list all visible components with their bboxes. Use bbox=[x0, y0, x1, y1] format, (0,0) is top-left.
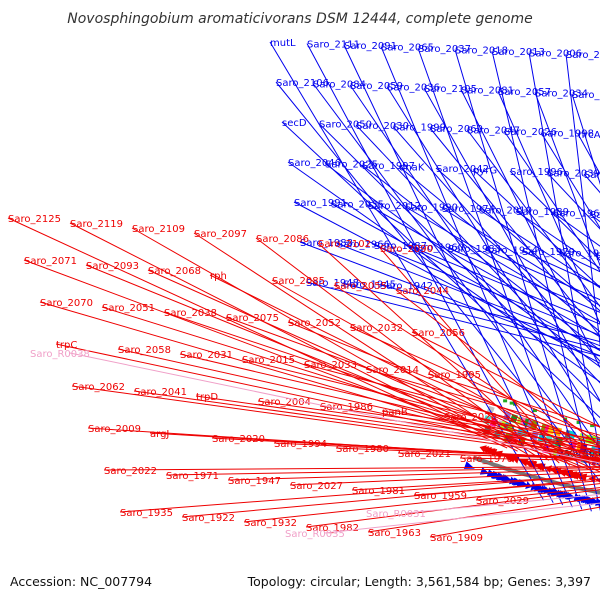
gene-label-reverse[interactable]: Saro_2021 bbox=[398, 449, 451, 460]
topology-text: Topology: circular; Length: 3,561,584 bp… bbox=[248, 574, 591, 589]
gene-label-reverse[interactable]: Saro_1922 bbox=[182, 513, 235, 524]
gene-label-forward[interactable]: secD bbox=[282, 118, 307, 129]
label-leader-line bbox=[307, 44, 553, 503]
gene-label-reverse[interactable]: Saro_2033 bbox=[304, 360, 357, 371]
gene-label-reverse[interactable]: Saro_2028 bbox=[444, 412, 497, 423]
gene-label-reverse[interactable]: trpD bbox=[196, 392, 218, 403]
gene-label-reverse[interactable]: Saro_1995 bbox=[428, 370, 481, 381]
gene-label-reverse[interactable]: Saro_2070 bbox=[40, 298, 93, 309]
gene-label-reverse[interactable]: Saro_1994 bbox=[274, 439, 327, 450]
gene-label-reverse[interactable]: Saro_2038 bbox=[164, 308, 217, 319]
gene-label-reverse[interactable]: Saro_2097 bbox=[194, 229, 247, 240]
gene-label-forward[interactable]: Saro_1951 bbox=[559, 249, 600, 260]
gene-label-reverse[interactable]: Saro_2056 bbox=[412, 328, 465, 339]
gene-label-reverse[interactable]: Saro_2041 bbox=[134, 387, 187, 398]
gene-label-reverse[interactable]: Saro_2062 bbox=[72, 382, 125, 393]
gene-label-forward[interactable]: Saro_2016 bbox=[584, 170, 600, 181]
accession-text: Accession: NC_007794 bbox=[10, 574, 152, 589]
label-leader-line bbox=[228, 459, 600, 480]
gene-label-reverse[interactable]: Saro_1980 bbox=[336, 444, 389, 455]
gene-label-reverse[interactable]: Saro_1970 bbox=[460, 454, 513, 465]
gene-label-reverse[interactable]: Saro_2055 bbox=[334, 281, 387, 292]
gene-label-reverse[interactable]: Saro_2102 bbox=[318, 239, 371, 250]
gene-label-reverse[interactable]: Saro_2015 bbox=[242, 355, 295, 366]
gene-label-reverse[interactable]: Saro_2075 bbox=[226, 313, 279, 324]
gene-label-rna[interactable]: Saro_R0031 bbox=[366, 509, 426, 520]
gene-label-forward[interactable]: Saro_2001 bbox=[566, 50, 600, 61]
gene-label-reverse[interactable]: Saro_2014 bbox=[366, 365, 419, 376]
gene-label-forward[interactable]: hrcA bbox=[578, 130, 600, 141]
gene-label-reverse[interactable]: Saro_2032 bbox=[350, 323, 403, 334]
gene-label-rna[interactable]: Saro_R0035 bbox=[285, 529, 345, 540]
gene-label-rna[interactable]: Saro_R0038 bbox=[30, 349, 90, 360]
gene-label-reverse[interactable]: Saro_2009 bbox=[88, 424, 141, 435]
gc-marker bbox=[503, 399, 507, 402]
gene-label-reverse[interactable]: Saro_2031 bbox=[180, 350, 233, 361]
gene-label-reverse[interactable]: Saro_1981 bbox=[352, 486, 405, 497]
gene-label-reverse[interactable]: Saro_2093 bbox=[86, 261, 139, 272]
gene-label-reverse[interactable]: Saro_1971 bbox=[166, 471, 219, 482]
gene-label-reverse[interactable]: Saro_2022 bbox=[104, 466, 157, 477]
gene-label-reverse[interactable]: Saro_1947 bbox=[228, 476, 281, 487]
gene-label-reverse[interactable]: Saro_2051 bbox=[102, 303, 155, 314]
gene-label-reverse[interactable]: Saro_1932 bbox=[244, 518, 297, 529]
gene-label-forward[interactable]: pgk bbox=[596, 250, 600, 261]
label-leader-line bbox=[256, 238, 549, 460]
genome-map[interactable]: 2300 kbp2250 kbp2200 kbp2150 kbp2100 kbp… bbox=[0, 0, 600, 600]
gene-label-reverse[interactable]: Saro_2085 bbox=[272, 276, 325, 287]
gene-label-reverse[interactable]: Saro_2090 bbox=[380, 244, 433, 255]
gene-label-reverse[interactable]: panB bbox=[382, 407, 408, 418]
gene-label-reverse[interactable]: Saro_2027 bbox=[290, 481, 343, 492]
label-leader-line bbox=[164, 312, 600, 484]
gene-label-reverse[interactable]: Saro_2052 bbox=[288, 318, 341, 329]
gene-label-reverse[interactable]: Saro_2044 bbox=[396, 286, 449, 297]
gene-label-reverse[interactable]: Saro_2086 bbox=[256, 234, 309, 245]
gene-label-reverse[interactable]: Saro_2125 bbox=[8, 214, 61, 225]
gene-label-reverse[interactable]: Saro_2119 bbox=[70, 219, 123, 230]
gene-label-reverse[interactable]: Saro_2068 bbox=[148, 266, 201, 277]
gene-label-forward[interactable]: mutL bbox=[270, 38, 296, 49]
gene-label-forward[interactable]: Saro_2000 bbox=[572, 90, 600, 101]
gene-label-forward[interactable]: pyrG bbox=[473, 166, 497, 177]
gene-label-reverse[interactable]: Saro_2004 bbox=[258, 397, 311, 408]
gene-label-forward[interactable]: Saro_2005 bbox=[590, 210, 600, 221]
gene-label-reverse[interactable]: argJ bbox=[150, 429, 169, 440]
gene-label-reverse[interactable]: Saro_2071 bbox=[24, 256, 77, 267]
gene-label-reverse[interactable]: Saro_2058 bbox=[118, 345, 171, 356]
gene-label-reverse[interactable]: rph bbox=[210, 271, 227, 282]
gene-label-forward[interactable]: dnaK bbox=[399, 163, 425, 174]
gene-label-reverse[interactable]: Saro_2020 bbox=[212, 434, 265, 445]
gene-label-reverse[interactable]: Saro_1986 bbox=[320, 402, 373, 413]
gene-label-reverse[interactable]: Saro_2109 bbox=[132, 224, 185, 235]
gene-label-reverse[interactable]: Saro_1909 bbox=[430, 533, 483, 544]
gene-label-reverse[interactable]: Saro_1963 bbox=[368, 528, 421, 539]
gene-label-reverse[interactable]: Saro_1935 bbox=[120, 508, 173, 519]
